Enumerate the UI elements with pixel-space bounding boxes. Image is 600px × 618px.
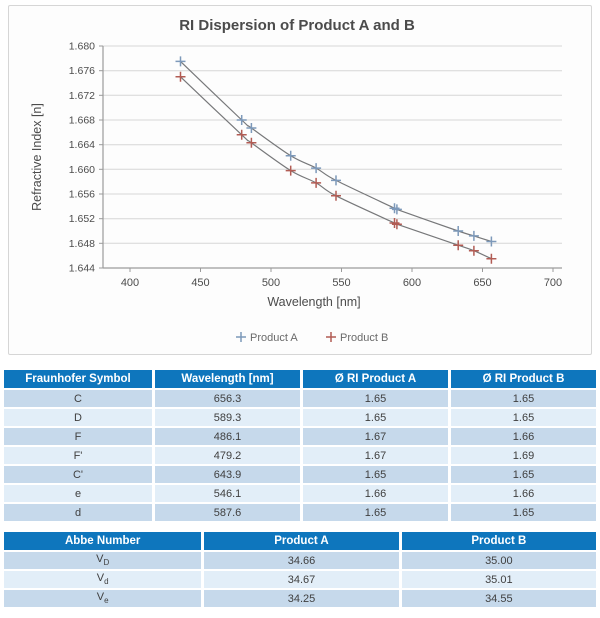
svg-text:1.656: 1.656 [69, 189, 95, 201]
chart-title: RI Dispersion of Product A and B [179, 17, 415, 34]
ri-product-b-cell: 1.66 [448, 485, 596, 502]
abbe-table-body: VD 34.66 35.00 Vd 34.67 35.01 Ve 34.25 3… [4, 552, 596, 607]
ri-dispersion-chart: 1.680 1.676 1.672 1.668 1.664 1.660 1.656 1.652… [30, 17, 562, 344]
legend-label-a: Product A [250, 332, 298, 344]
col-header-ri-product-b: Ø RI Product B [448, 370, 596, 388]
fraunhofer-symbol-cell: F [4, 428, 152, 445]
series-a-curve [180, 60, 492, 243]
wavelength-cell: 479.2 [152, 447, 300, 464]
ri-product-b-cell: 1.66 [448, 428, 596, 445]
ri-product-a-cell: 1.66 [300, 485, 448, 502]
abbe-product-a-cell: 34.66 [201, 552, 399, 569]
ri-product-a-cell: 1.65 [300, 390, 448, 407]
abbe-product-a-cell: 34.25 [201, 590, 399, 607]
ri-dispersion-chart-card: 1.680 1.676 1.672 1.668 1.664 1.660 1.656 1.652… [8, 5, 592, 355]
wavelength-cell: 589.3 [152, 409, 300, 426]
axes [99, 45, 562, 272]
ri-product-a-cell: 1.67 [300, 428, 448, 445]
abbe-symbol-cell: Vd [4, 571, 202, 588]
fraunhofer-symbol-cell: e [4, 485, 152, 502]
col-header-product-b: Product B [398, 532, 596, 550]
y-tick-labels: 1.680 1.676 1.672 1.668 1.664 1.660 1.656 1.652… [69, 41, 95, 275]
abbe-product-b-cell: 35.00 [398, 552, 596, 569]
ri-product-a-cell: 1.65 [300, 409, 448, 426]
wavelength-cell: 546.1 [152, 485, 300, 502]
ri-dispersion-table: Fraunhofer Symbol Wavelength [nm] Ø RI P… [4, 368, 596, 523]
ri-table-row: d 587.6 1.65 1.65 [4, 504, 596, 521]
svg-text:400: 400 [121, 277, 139, 289]
svg-text:1.664: 1.664 [69, 139, 95, 151]
svg-text:1.660: 1.660 [69, 164, 95, 176]
series-b-curve [180, 76, 492, 260]
abbe-table-row: Ve 34.25 34.55 [4, 590, 596, 607]
col-header-fraunhofer-symbol: Fraunhofer Symbol [4, 370, 152, 388]
wavelength-cell: 587.6 [152, 504, 300, 521]
svg-text:650: 650 [473, 277, 491, 289]
abbe-number-table: Abbe Number Product A Product B VD 34.66… [4, 530, 596, 609]
abbe-symbol-cell: VD [4, 552, 202, 569]
col-header-abbe-number: Abbe Number [4, 532, 202, 550]
fraunhofer-symbol-cell: C [4, 390, 152, 407]
ri-table-head: Fraunhofer Symbol Wavelength [nm] Ø RI P… [4, 370, 596, 388]
x-tick-labels: 400 450 500 550 600 650 700 [121, 277, 562, 289]
svg-text:1.648: 1.648 [69, 238, 95, 250]
svg-text:550: 550 [332, 277, 350, 289]
ri-product-a-cell: 1.65 [300, 466, 448, 483]
ri-product-b-cell: 1.65 [448, 390, 596, 407]
svg-text:1.668: 1.668 [69, 115, 95, 127]
svg-text:1.672: 1.672 [69, 90, 95, 102]
abbe-table-row: VD 34.66 35.00 [4, 552, 596, 569]
abbe-symbol-cell: Ve [4, 590, 202, 607]
abbe-table-head: Abbe Number Product A Product B [4, 532, 596, 550]
abbe-product-a-cell: 34.67 [201, 571, 399, 588]
fraunhofer-symbol-cell: d [4, 504, 152, 521]
svg-text:600: 600 [403, 277, 421, 289]
wavelength-cell: 486.1 [152, 428, 300, 445]
ri-table-row: C 656.3 1.65 1.65 [4, 390, 596, 407]
wavelength-cell: 656.3 [152, 390, 300, 407]
col-header-wavelength: Wavelength [nm] [152, 370, 300, 388]
ri-product-a-cell: 1.65 [300, 504, 448, 521]
gridlines [103, 45, 562, 244]
abbe-product-b-cell: 34.55 [398, 590, 596, 607]
ri-product-b-cell: 1.65 [448, 466, 596, 483]
svg-text:500: 500 [262, 277, 280, 289]
svg-text:1.652: 1.652 [69, 213, 95, 225]
wavelength-cell: 643.9 [152, 466, 300, 483]
ri-product-a-cell: 1.67 [300, 447, 448, 464]
series-a-markers [175, 56, 497, 247]
x-axis-title: Wavelength [nm] [267, 295, 360, 309]
abbe-table-row: Vd 34.67 35.01 [4, 571, 596, 588]
legend-marker-a [236, 332, 246, 342]
svg-text:450: 450 [191, 277, 209, 289]
fraunhofer-symbol-cell: F' [4, 447, 152, 464]
ri-product-b-cell: 1.69 [448, 447, 596, 464]
svg-text:1.680: 1.680 [69, 41, 95, 53]
fraunhofer-symbol-cell: C' [4, 466, 152, 483]
legend-label-b: Product B [340, 332, 388, 344]
ri-table-row: F 486.1 1.67 1.66 [4, 428, 596, 445]
svg-text:700: 700 [544, 277, 562, 289]
fraunhofer-symbol-cell: D [4, 409, 152, 426]
legend-marker-b [326, 332, 336, 342]
ri-table-row: D 589.3 1.65 1.65 [4, 409, 596, 426]
ri-product-b-cell: 1.65 [448, 409, 596, 426]
ri-product-b-cell: 1.65 [448, 504, 596, 521]
series-b-markers [175, 71, 497, 264]
ri-table-row: F' 479.2 1.67 1.69 [4, 447, 596, 464]
chart-legend: Product A Product B [236, 332, 388, 344]
abbe-product-b-cell: 35.01 [398, 571, 596, 588]
col-header-product-a: Product A [201, 532, 399, 550]
ri-table-row: e 546.1 1.66 1.66 [4, 485, 596, 502]
svg-text:1.644: 1.644 [69, 263, 95, 275]
ri-table-row: C' 643.9 1.65 1.65 [4, 466, 596, 483]
col-header-ri-product-a: Ø RI Product A [300, 370, 448, 388]
ri-table-body: C 656.3 1.65 1.65 D 589.3 1.65 1.65 F 48… [4, 390, 596, 521]
svg-text:1.676: 1.676 [69, 65, 95, 77]
y-axis-title: Refractive Index [n] [30, 103, 44, 211]
